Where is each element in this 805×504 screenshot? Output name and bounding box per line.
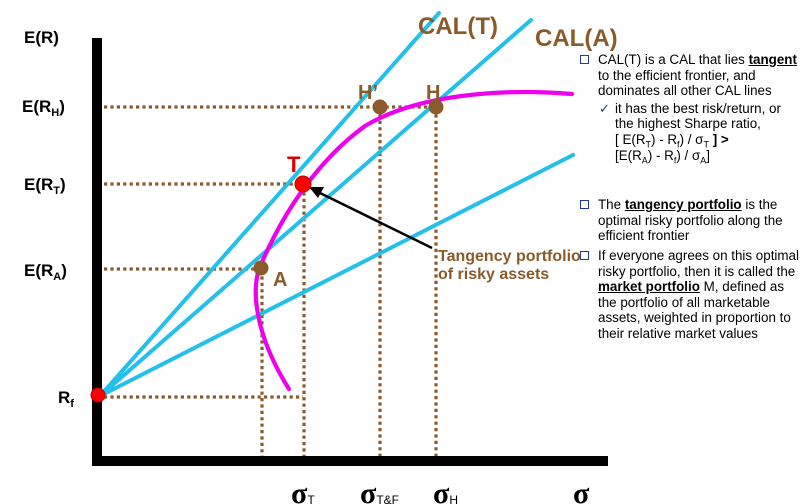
point-a [253,260,269,276]
point-hprime-label: H’ [358,82,378,104]
cal-a-label: CAL(A) [535,25,618,52]
x-tick-sigma-h: σH [433,477,458,504]
tangency-point-t [294,175,312,193]
x-tick-sigma-t: σT [291,477,315,504]
tangency-arrow [319,191,433,250]
square-bullet-icon [580,200,589,210]
tangency-annotation-line2: of risky assets [438,266,549,283]
square-bullet-icon [580,55,589,64]
square-bullet-icon [580,250,589,260]
notes-panel: CAL(T) is a CAL that lies tangent to the… [577,52,799,342]
y-tick-et: E(RT) [24,175,66,197]
cal-t-line [98,11,441,398]
point-t-label: T [287,152,301,177]
note-tangency: The tangency portfolio is the optimal ri… [577,197,799,244]
tangency-annotation-line1: Tangency portfolio [438,248,581,265]
cal-third-line [98,153,575,398]
tangency-arrowhead [309,187,324,198]
y-axis-label: E(R) [24,28,59,47]
point-h-label: H [426,82,440,104]
note-market-portfolio: If everyone agrees on this optimal risky… [577,248,799,342]
checkmark-icon: ✓ [599,100,610,116]
note-cal-t: CAL(T) is a CAL that lies tangent to the… [577,52,799,99]
rf-point [90,387,106,403]
x-tick-sigma-tf: σT&F [360,477,399,504]
y-tick-rf: Rf [58,388,74,410]
point-h [428,99,444,115]
point-hprime [372,99,388,115]
y-tick-ea: E(RA) [24,261,67,283]
sharpe-formula-t: [ E(RT) - Rf) / σT ] > [615,131,729,150]
note-cal-t-sub: ✓ it has the best risk/return, or the hi… [577,100,799,166]
y-tick-eh: E(RH) [22,97,65,119]
efficient-frontier-curve [253,89,575,392]
dotted-guides [104,105,438,460]
x-axis-label: σ [573,477,590,504]
cal-a-line [98,18,533,398]
sharpe-formula-a: [E(RA) - Rf) / σA] [615,147,710,166]
cal-t-label: CAL(T) [418,13,498,40]
point-a-label: A [273,269,287,291]
